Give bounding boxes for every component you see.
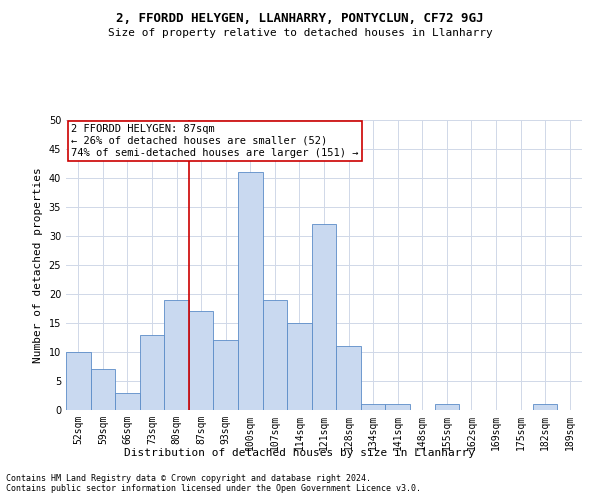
Bar bbox=[115, 392, 140, 410]
Text: Distribution of detached houses by size in Llanharry: Distribution of detached houses by size … bbox=[125, 448, 476, 458]
Bar bbox=[312, 224, 336, 410]
Text: Contains HM Land Registry data © Crown copyright and database right 2024.: Contains HM Land Registry data © Crown c… bbox=[6, 474, 371, 483]
Bar bbox=[361, 404, 385, 410]
Text: Size of property relative to detached houses in Llanharry: Size of property relative to detached ho… bbox=[107, 28, 493, 38]
Text: Contains public sector information licensed under the Open Government Licence v3: Contains public sector information licen… bbox=[6, 484, 421, 493]
Bar bbox=[287, 323, 312, 410]
Bar bbox=[189, 312, 214, 410]
Bar bbox=[385, 404, 410, 410]
Bar bbox=[238, 172, 263, 410]
Y-axis label: Number of detached properties: Number of detached properties bbox=[33, 167, 43, 363]
Bar bbox=[263, 300, 287, 410]
Text: 2 FFORDD HELYGEN: 87sqm
← 26% of detached houses are smaller (52)
74% of semi-de: 2 FFORDD HELYGEN: 87sqm ← 26% of detache… bbox=[71, 124, 359, 158]
Bar bbox=[66, 352, 91, 410]
Bar bbox=[214, 340, 238, 410]
Bar bbox=[336, 346, 361, 410]
Bar bbox=[533, 404, 557, 410]
Bar bbox=[434, 404, 459, 410]
Bar bbox=[140, 334, 164, 410]
Bar bbox=[164, 300, 189, 410]
Bar bbox=[91, 370, 115, 410]
Text: 2, FFORDD HELYGEN, LLANHARRY, PONTYCLUN, CF72 9GJ: 2, FFORDD HELYGEN, LLANHARRY, PONTYCLUN,… bbox=[116, 12, 484, 26]
